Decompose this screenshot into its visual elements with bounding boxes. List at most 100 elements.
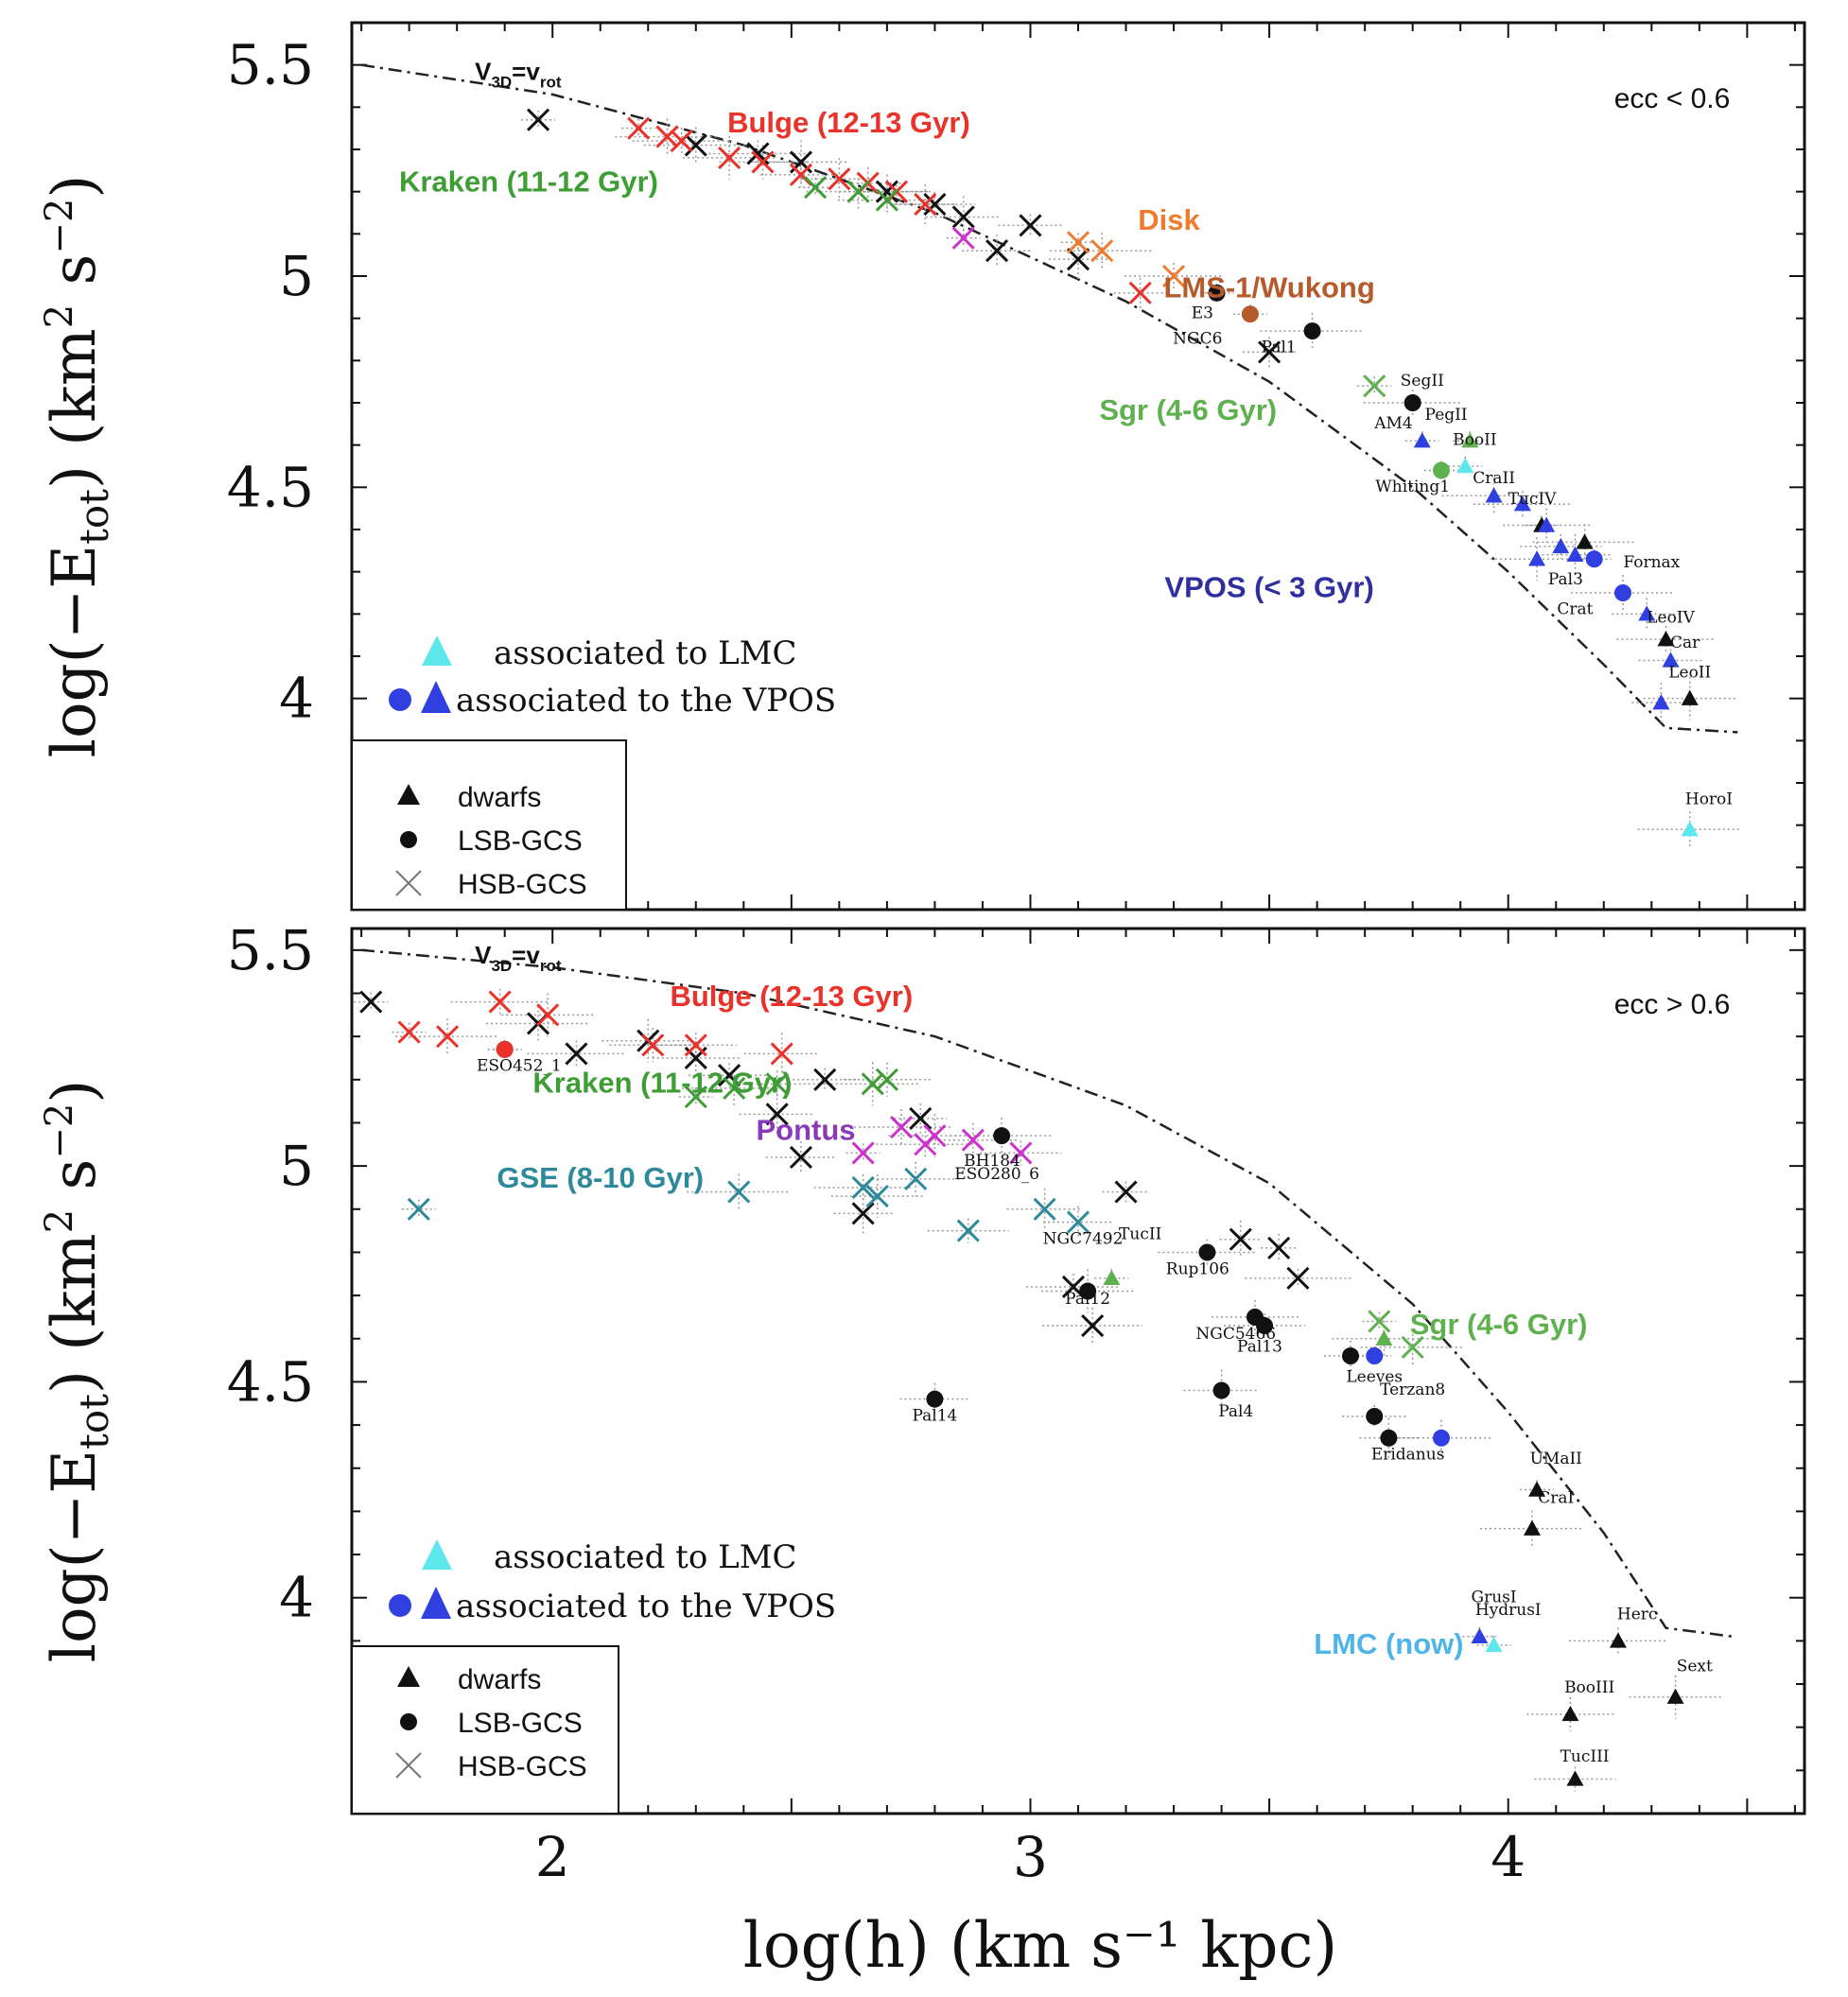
- bottom-ecc-annotation: ecc > 0.6: [1614, 989, 1731, 1020]
- bottom-object-label: UMaII: [1530, 1450, 1582, 1468]
- bottom-object-label: BH184: [964, 1152, 1020, 1171]
- top-point-dwarfs: [1576, 533, 1594, 549]
- top-group-label-kraken-11-12-gyr: Kraken (11-12 Gyr): [399, 165, 658, 199]
- top-point-hsb-gcs: [985, 239, 1009, 263]
- top-point-vpos-dwarfs: [1538, 516, 1556, 532]
- bottom-point-kraken-stroke-b: [875, 1068, 898, 1091]
- bottom-object-label: ESO280_6: [954, 1165, 1039, 1184]
- top-assoc-vpos-text: associated to the VPOS: [456, 682, 836, 720]
- bottom-object-label: Leeves: [1346, 1367, 1403, 1386]
- bottom-y-tick-label: 4: [279, 1566, 314, 1630]
- bottom-point-hsb-gcs-stroke-b: [1267, 1236, 1291, 1259]
- bottom-point-dwarfs: [1561, 1705, 1579, 1722]
- bottom-object-label: TucIII: [1560, 1747, 1610, 1766]
- bottom-point-sgr: [1368, 1310, 1391, 1333]
- bottom-point-bulge-stroke-b: [397, 1020, 421, 1044]
- top-point-kraken: [846, 180, 870, 203]
- top-point-kraken: [804, 176, 828, 200]
- bottom-point-gse: [851, 1175, 875, 1200]
- bottom-point-bulge-stroke-b: [488, 990, 512, 1014]
- top-point-bulge: [914, 193, 937, 217]
- bottom-point-bulge: [397, 1020, 421, 1044]
- bottom-object-label: Pal13: [1237, 1337, 1282, 1356]
- top-point-bulge-stroke-b: [670, 130, 693, 153]
- top-group-label-vpos-3-gyr: VPOS (< 3 Gyr): [1164, 570, 1373, 603]
- top-point-vpos-dwarfs: [1485, 487, 1503, 503]
- bottom-association-legend: associated to LMC associated to the VPOS: [389, 1538, 836, 1625]
- bottom-legend-hsb-label: HSB-GCS: [458, 1751, 587, 1782]
- top-point-disk: [1161, 264, 1186, 288]
- top-point-hsb-gcs: [923, 193, 947, 217]
- top-point-vpos-dwarfs: [1513, 495, 1531, 512]
- bottom-point-bulge-lsb: [496, 1040, 514, 1058]
- top-points: [526, 108, 1699, 837]
- bottom-point-hsb-gcs: [813, 1068, 837, 1091]
- bottom-point-gse: [1066, 1210, 1090, 1234]
- bottom-point-hsb-gcs-stroke-b: [1286, 1266, 1310, 1290]
- bottom-point-bulge: [435, 1025, 460, 1049]
- top-point-lsb-gcs: [1208, 284, 1226, 302]
- top-legend-hsb-marker: [395, 870, 422, 896]
- top-point-bulge-stroke-b: [655, 125, 679, 148]
- bottom-point-hsb-gcs-stroke-b: [813, 1068, 837, 1091]
- top-point-bulge-stroke-b: [789, 163, 813, 186]
- bottom-point-dwarfs: [1609, 1632, 1627, 1648]
- bottom-point-hsb-gcs: [765, 1103, 789, 1126]
- bottom-point-kraken: [684, 1085, 707, 1109]
- bottom-assoc-lmc-text: associated to LMC: [494, 1538, 797, 1576]
- bottom-legend-dwarfs-marker: [397, 1666, 420, 1687]
- top-point-hsb-gcs-stroke-b: [1258, 340, 1281, 364]
- top-y-tick-label: 5.5: [227, 33, 314, 97]
- bottom-x-tick-label: 2: [535, 1825, 570, 1889]
- top-legend: dwarfs LSB-GCS HSB-GCS: [351, 739, 627, 911]
- bottom-point-dwarfs: [1666, 1688, 1684, 1704]
- bottom-x-tick-label: 4: [1491, 1825, 1525, 1889]
- bottom-point-kraken-stroke-b: [684, 1085, 707, 1109]
- bottom-point-hsb-gcs: [359, 990, 383, 1014]
- bottom-point-gse: [407, 1197, 430, 1221]
- top-object-label: LeoII: [1668, 663, 1711, 682]
- bottom-point-hsb-gcs: [789, 1145, 813, 1170]
- top-y-tick-label: 5: [279, 244, 314, 308]
- top-point-bulge-stroke-b: [718, 146, 741, 169]
- top-point-vpos-dwarfs: [1662, 651, 1680, 668]
- bottom-point-hsb-gcs-stroke-b: [359, 990, 383, 1014]
- top-group-label-sgr-4-6-gyr: Sgr (4-6 Gyr): [1099, 393, 1277, 426]
- bottom-point-pontus-stroke-b: [961, 1128, 985, 1152]
- top-point-bulge-stroke-b: [914, 193, 937, 217]
- top-point-hsb-gcs-stroke-b: [951, 205, 975, 229]
- top-point-bulge: [655, 125, 679, 148]
- top-group-label-disk: Disk: [1138, 203, 1200, 236]
- bottom-point-hsb-gcs-stroke-b: [1229, 1227, 1252, 1251]
- bottom-point-kraken: [875, 1068, 898, 1091]
- bottom-object-label: Pal12: [1065, 1290, 1110, 1309]
- top-point-hsb-gcs: [1066, 248, 1090, 271]
- top-point-sgr-lsb: [1433, 461, 1450, 479]
- bottom-legend-box: [351, 1645, 619, 1815]
- top-vrot-curve: [360, 63, 1738, 734]
- top-point-bulge-stroke-b: [1128, 281, 1152, 304]
- top-point-bulge-stroke-b: [751, 150, 775, 174]
- top-point-kraken-stroke-b: [846, 180, 870, 203]
- top-point-disk-stroke-b: [1066, 231, 1090, 254]
- top-group-label-bulge-12-13-gyr: Bulge (12-13 Gyr): [727, 106, 970, 139]
- bottom-object-label: Herc: [1617, 1606, 1658, 1624]
- top-object-label: SegII: [1401, 372, 1444, 391]
- bottom-point-sgr-stroke-b: [1401, 1335, 1424, 1359]
- top-ecc-annotation: ecc < 0.6: [1614, 83, 1731, 114]
- bottom-point-vpos-dwarfs: [1471, 1627, 1489, 1643]
- top-point-hsb-gcs: [526, 108, 550, 131]
- bottom-assoc-vpos-triangle: [421, 1587, 451, 1619]
- bottom-point-hsb-gcs: [909, 1106, 933, 1130]
- top-error-bars: [521, 110, 1742, 848]
- top-object-label: LeoIV: [1647, 608, 1695, 627]
- top-object-label: Whiting1: [1375, 478, 1450, 496]
- bottom-legend-lsb-label: LSB-GCS: [458, 1708, 583, 1739]
- bottom-point-kraken-stroke-b: [765, 1072, 789, 1096]
- bottom-point-hsb-gcs-stroke-b: [1114, 1180, 1138, 1204]
- top-point-sgr-stroke-b: [1363, 374, 1386, 398]
- top-object-label: Pal3: [1548, 570, 1583, 589]
- top-point-bulge: [627, 116, 651, 140]
- bottom-point-pontus-stroke-b: [923, 1124, 947, 1148]
- bottom-point-pontus: [851, 1141, 875, 1165]
